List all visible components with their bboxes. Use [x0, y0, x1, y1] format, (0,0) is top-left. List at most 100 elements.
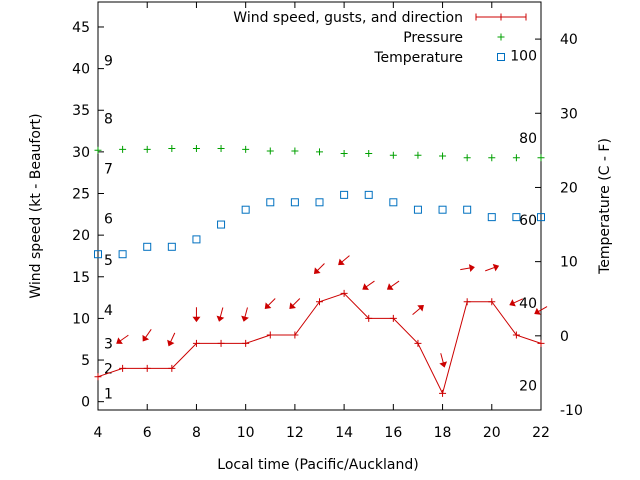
x-tick-label: 16 [384, 425, 402, 441]
y2-axis-label: Temperature (C - F) [597, 138, 613, 275]
wind-arrow [116, 334, 129, 344]
wind-speed-point [168, 364, 176, 372]
y2-axis-ticks: -10 0 10 20 30 40 [535, 32, 583, 419]
wind-arrow-head [116, 337, 123, 344]
wind-speed-point [488, 298, 496, 306]
y-tick-label: 15 [72, 270, 90, 286]
wind-arrow-head [264, 302, 272, 309]
wind-arrow-head [509, 299, 516, 307]
pressure-point [365, 150, 373, 158]
y2-tick-label: 10 [560, 255, 578, 271]
beaufort-labels: 1 2 3 4 5 6 7 8 9 [104, 53, 113, 402]
wind-arrow-head [534, 307, 541, 315]
fahrenheit-label: 80 [519, 131, 537, 147]
pressure-point [488, 154, 496, 162]
temperature-point [94, 250, 102, 259]
legend-label: Pressure [403, 30, 463, 46]
temperature-point [413, 205, 422, 214]
pressure-point [168, 145, 176, 153]
x-axis-ticks: 4 6 8 10 12 14 16 18 20 22 [94, 2, 550, 441]
legend-marker [497, 53, 505, 61]
y-axis-ticks: 0 5 10 15 20 25 30 35 40 45 [72, 20, 104, 411]
fahrenheit-label: 20 [519, 379, 537, 395]
wind-speed-point [316, 298, 323, 306]
pressure-point [143, 145, 151, 153]
wind-arrow-head [313, 267, 321, 274]
y-axis-label: Wind speed (kt - Beaufort) [28, 113, 44, 298]
wind-speed-point [217, 339, 225, 347]
wind-arrow-head [468, 264, 475, 272]
wind-arrow-head [439, 361, 448, 368]
pressure-point [192, 145, 200, 153]
wind-speed-line [97, 292, 542, 395]
y-tick-label: 5 [81, 353, 90, 369]
beaufort-label: 3 [104, 336, 113, 352]
temperature-point [364, 190, 373, 199]
wind-arrow [439, 353, 448, 368]
beaufort-label: 7 [104, 162, 113, 178]
wind-arrow-head [289, 302, 296, 309]
wind-speed-point [94, 373, 102, 381]
wind-speed-point [463, 298, 471, 306]
pressure-point [537, 154, 545, 162]
wind-speed-point [119, 364, 127, 372]
beaufort-label: 8 [104, 112, 113, 128]
wind-arrow-head [362, 283, 369, 290]
y-tick-label: 0 [81, 395, 90, 411]
x-tick-label: 10 [237, 425, 255, 441]
wind-arrow [485, 263, 500, 272]
x-tick-label: 6 [143, 425, 152, 441]
wind-speed-point [266, 331, 274, 339]
wind-speed-point [242, 339, 250, 347]
fahrenheit-labels: 20 40 60 80 100 [510, 48, 537, 394]
wind-speed-point [512, 331, 520, 339]
pressure-point [316, 148, 323, 156]
y-tick-label: 35 [72, 103, 90, 119]
y2-tick-label: 0 [560, 329, 569, 345]
pressure-point [340, 150, 348, 158]
temperature-point [512, 213, 521, 222]
temperature-point [167, 242, 176, 251]
y-tick-label: 25 [72, 187, 90, 203]
pressure-point [414, 151, 422, 159]
legend-marker [497, 13, 505, 21]
wind-arrow-head [167, 339, 175, 347]
y-tick-label: 20 [72, 228, 90, 244]
wind-arrow [362, 280, 375, 290]
temperature-point [315, 198, 324, 207]
beaufort-label: 4 [104, 303, 113, 319]
wind-arrow [460, 264, 475, 272]
temperature-point [266, 198, 275, 207]
temperature-point [143, 242, 152, 251]
y2-tick-label: 20 [560, 180, 578, 196]
wind-speed-point [192, 339, 200, 347]
temperature-point [217, 220, 226, 229]
pressure-point [512, 154, 520, 162]
temperature-point [241, 205, 250, 214]
y2-tick-label: 40 [560, 32, 578, 48]
wind-speed-point [537, 339, 545, 347]
pressure-point [94, 146, 102, 154]
fahrenheit-label: 60 [519, 213, 537, 229]
wind-arrow-head [386, 283, 394, 290]
legend-line-cap [475, 13, 527, 21]
wind-arrow-head [142, 334, 150, 342]
wind-direction-arrows [116, 255, 548, 368]
wind-arrow [338, 255, 350, 266]
legend: Wind speed, gusts, and direction Pressure… [233, 10, 527, 66]
wind-arrow [167, 332, 176, 347]
x-tick-label: 18 [434, 425, 452, 441]
wind-speed-point [365, 314, 373, 322]
wind-speed-point [340, 289, 348, 297]
wind-speed-point [389, 314, 397, 322]
wind-arrow-head [492, 263, 500, 272]
wind-arrow [386, 280, 400, 290]
y-tick-label: 10 [72, 311, 90, 327]
x-tick-label: 20 [483, 425, 501, 441]
fahrenheit-label: 100 [510, 48, 537, 64]
pressure-point [217, 145, 225, 153]
wind-speed-point [291, 331, 299, 339]
wind-arrow-head [216, 315, 225, 322]
y2-tick-label: -10 [560, 403, 583, 419]
temperature-point [118, 250, 127, 259]
